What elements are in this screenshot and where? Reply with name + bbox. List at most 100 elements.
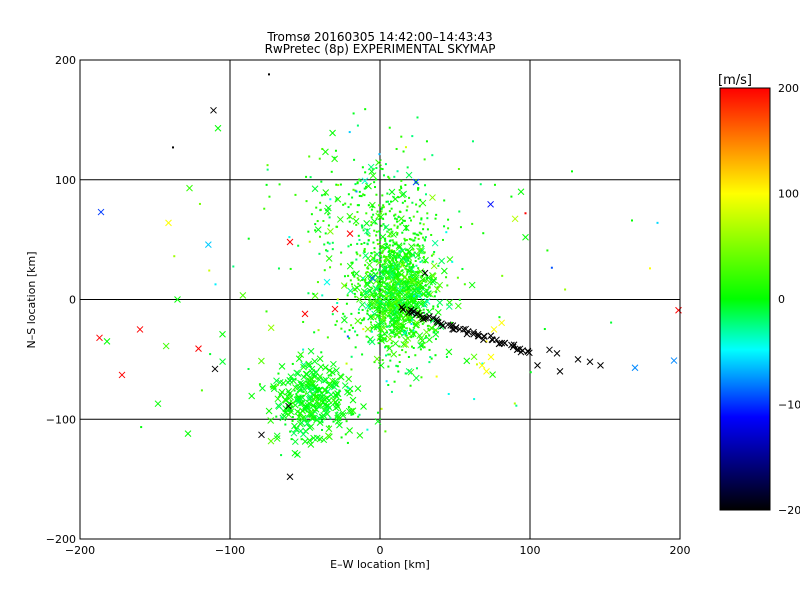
data-point-x [388,270,396,277]
data-point-dot [370,224,373,227]
data-point-dot [395,147,398,150]
data-point-dot [323,243,326,246]
data-point-dot [400,187,403,190]
data-point-dot [411,284,414,287]
data-point-dot [402,298,405,301]
data-point-dot [418,205,421,208]
data-point-x [631,364,639,372]
data-point-dot [411,135,414,138]
data-point-dot [268,195,271,198]
data-point-dot [348,337,351,340]
data-point-dot [349,243,352,246]
data-point-dot [401,283,404,286]
data-point-dot [381,312,384,315]
data-point-dot [320,180,323,183]
data-point-dot [356,253,359,256]
data-point-dot [431,260,434,263]
data-point-x [414,279,422,287]
data-point-dot [385,276,388,279]
data-point-x [293,369,301,377]
data-point-dot [396,253,399,256]
data-point-x [487,200,494,208]
data-point-dot [410,238,413,241]
data-point-x [364,227,371,235]
data-point-dot [409,270,412,273]
data-point-x [454,302,462,310]
data-point-x [574,356,582,363]
data-point-x [395,303,403,310]
data-point-dot [344,433,347,436]
data-point-dot [410,299,413,302]
data-point-dot [398,265,401,268]
data-point-dot [370,330,373,333]
data-point-x [429,194,436,201]
data-point-dot [378,230,381,233]
data-point-dot [407,300,410,303]
colorbar-tick-label: −100 [778,399,800,412]
data-point-dot [404,267,407,270]
data-point-dot [384,287,387,290]
data-point-x [371,218,378,225]
data-point-dot [396,365,399,368]
data-point-x [327,228,334,235]
data-point-dot [288,236,291,239]
data-point-dot [346,441,349,444]
data-point-dot [392,283,395,286]
data-point-x [390,350,398,358]
y-axis-label: N–S location [km] [25,251,38,348]
data-point-dot [406,270,409,273]
data-point-dot [396,276,399,279]
data-point-dot [378,269,381,272]
data-point-dot [430,357,433,360]
data-point-dot [479,183,482,186]
data-point-dot [387,175,390,178]
data-point-dot [382,246,385,249]
data-point-dot [265,310,268,313]
data-point-dot [371,205,374,208]
data-point-dot [345,362,348,365]
data-point-dot [394,297,397,300]
data-point-dot [393,250,396,253]
data-point-dot [419,261,422,264]
data-point-dot [365,185,368,188]
chart-subtitle: RwPretec (8p) EXPERIMENTAL SKYMAP [265,42,496,56]
data-point-dot [395,254,398,257]
data-point-dot [418,231,421,234]
data-point-dot [398,210,401,213]
data-point-dot [377,287,380,290]
data-point-dot [331,241,334,244]
data-point-x [305,362,313,370]
data-point-dot [571,170,573,173]
data-point-x [377,290,385,298]
data-point-dot [372,295,375,298]
data-point-dot [280,454,283,457]
data-point-dot [383,333,386,336]
data-point-dot [423,311,426,314]
data-point-dot [395,364,398,367]
data-point-dot [383,238,386,241]
data-point-dot [418,288,421,291]
data-point-dot [336,411,339,414]
data-point-dot [367,239,370,242]
data-point-x [464,327,472,335]
data-point-dot [378,153,381,156]
data-point-dot [392,250,395,253]
data-point-dot [364,264,367,267]
data-point-dot [412,280,415,283]
data-point-dot [387,365,390,368]
data-point-dot [247,367,250,370]
data-point-dot [423,251,426,254]
data-point-dot [398,360,401,363]
data-point-x [377,213,385,221]
data-point-x [287,373,295,380]
data-point-dot [428,334,431,337]
data-point-x [331,305,339,313]
data-point-dot [417,270,420,273]
data-point-x [285,411,293,419]
data-point-x [417,300,425,308]
data-point-dot [447,218,450,221]
data-point-dot [410,296,413,299]
data-point-dot [288,410,291,413]
data-point-x [360,288,368,295]
data-point-x [267,437,275,445]
